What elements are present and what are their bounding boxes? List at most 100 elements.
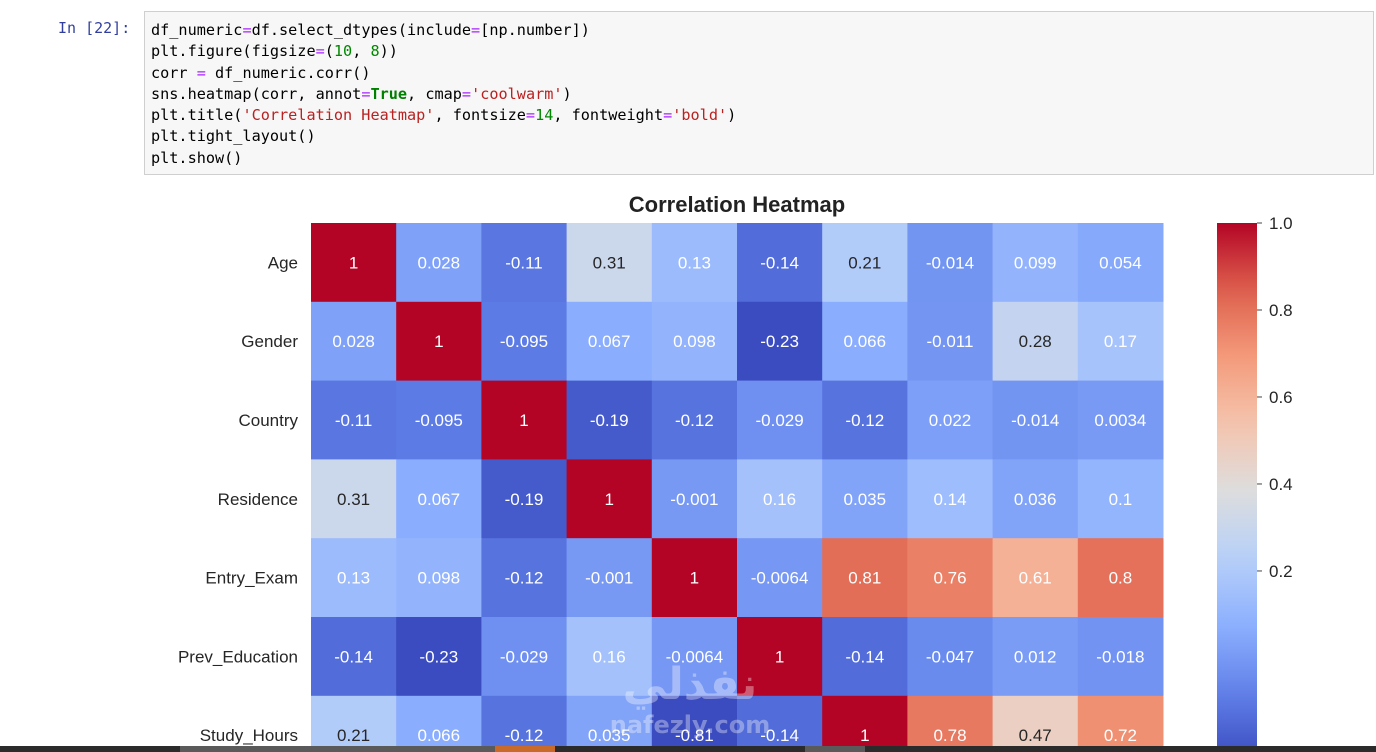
cell-annotation: -0.12 [675,411,714,430]
heatmap-cell [311,380,397,460]
row-label: Residence [218,490,298,509]
scrollbar-thumb[interactable] [495,746,555,752]
heatmap-cell [1077,459,1164,539]
heatmap-cell [822,223,908,303]
cell-annotation: -0.81 [675,726,714,745]
heatmap-cell [822,695,908,752]
cell-annotation: 0.098 [673,332,716,351]
cell-annotation: 1 [349,253,358,272]
heatmap-cell [311,695,397,752]
heatmap-cell [992,223,1079,303]
cell-annotation: 0.47 [1019,726,1052,745]
heatmap-cell [311,223,397,303]
colorbar-tick-label: 0.6 [1269,388,1293,407]
row-label: Country [238,411,298,430]
cell-annotation: 0.21 [848,253,881,272]
heatmap-cell [311,459,397,539]
cell-annotation: 0.066 [418,726,461,745]
cell-annotation: -0.11 [505,253,543,272]
cell-annotation: -0.14 [334,647,373,666]
cell-annotation: 0.16 [763,490,796,509]
heatmap-cell [737,301,823,382]
cell-annotation: 0.035 [844,490,887,509]
cell-annotation: -0.029 [755,411,803,430]
colorbar [1217,223,1257,752]
heatmap-cell [907,380,994,460]
cell-annotation: -0.12 [845,411,884,430]
heatmap-cell [651,223,738,303]
heatmap-cell [651,459,738,539]
heatmap-cell [822,380,908,460]
heatmap-cell [907,617,994,697]
code-cell[interactable]: df_numeric=df.select_dtypes(include=[np.… [144,11,1374,175]
heatmap-cell [992,617,1079,697]
code-token: = [461,84,472,103]
heatmap-cell [1077,695,1164,752]
heatmap-cell [992,380,1079,460]
correlation-heatmap: Correlation Heatmap 1 0.028 -0.11 0.31 0.13 -0… [178,192,1293,752]
heatmap-cell [822,538,908,618]
heatmap-cell [566,617,653,697]
code-line: plt.show() [151,149,242,167]
row-label: Age [268,253,298,272]
colorbar-tick-label: 0.4 [1269,475,1293,494]
heatmap-cell [992,695,1079,752]
code-token: corr [151,63,197,82]
row-label: Gender [241,332,298,351]
heatmap-cell [481,617,568,697]
cell-annotation: 0.72 [1104,726,1137,745]
cell-annotation: -0.014 [1011,411,1059,430]
heatmap-cell [481,301,568,382]
cell-annotation: -0.029 [500,647,548,666]
code-token: True [370,84,408,103]
cell-annotation: -0.14 [760,253,799,272]
code-token: 14 [535,106,554,125]
cell-annotation: 1 [860,726,869,745]
cell-prompt: In [22]: [58,19,131,37]
code-token: = [471,21,481,39]
cell-annotation: 0.16 [593,647,626,666]
code-token: , cmap [407,84,462,103]
scrollbar-track-segment [805,746,865,752]
code-line: plt.title('Correlation Heatmap', fontsiz… [151,106,736,124]
cell-annotation: -0.095 [415,411,463,430]
horizontal-scrollbar[interactable] [0,746,1376,752]
heatmap-cell [992,301,1079,382]
cell-annotation: -0.047 [926,647,974,666]
code-token: df_numeric [151,21,243,39]
cell-annotation: 0.028 [418,253,461,272]
code-token: ) [562,84,572,103]
code-token: = [663,106,673,125]
cell-annotation: 1 [434,332,443,351]
cell-annotation: 0.028 [332,332,375,351]
cell-annotation: -0.11 [335,411,373,430]
colorbar-tick-label: 0.2 [1269,562,1293,581]
code-token: plt.figure(figsize [151,42,316,61]
cell-annotation: -0.23 [419,647,458,666]
heatmap-cell [822,301,908,382]
cell-annotation: 0.14 [933,490,966,509]
heatmap-cell [396,695,482,752]
cell-annotation: 0.81 [848,569,881,588]
cell-annotation: 0.17 [1104,332,1137,351]
heatmap-cell [311,617,397,697]
code-token: df_numeric.corr() [205,63,371,82]
heatmap-cell [737,223,823,303]
cell-annotation: 0.1 [1109,490,1133,509]
cell-annotation: 0.067 [418,490,461,509]
heatmap-cell [396,617,482,697]
cell-annotation: 1 [775,647,784,666]
heatmap-cell [737,380,823,460]
heatmap-cell [907,223,994,303]
heatmap-cell [907,459,994,539]
cell-annotation: 0.21 [337,726,370,745]
heatmap-cell [1077,223,1164,303]
cell-annotation: -0.014 [926,253,974,272]
code-token: plt.title( [151,106,243,125]
cell-annotation: 0.76 [933,569,966,588]
heatmap-cell [737,617,823,697]
heatmap-cell [737,538,823,618]
heatmap-cell [396,538,482,618]
cell-annotation: 0.098 [418,569,461,588]
code-editor[interactable]: df_numeric=df.select_dtypes(include=[np.… [151,20,736,169]
